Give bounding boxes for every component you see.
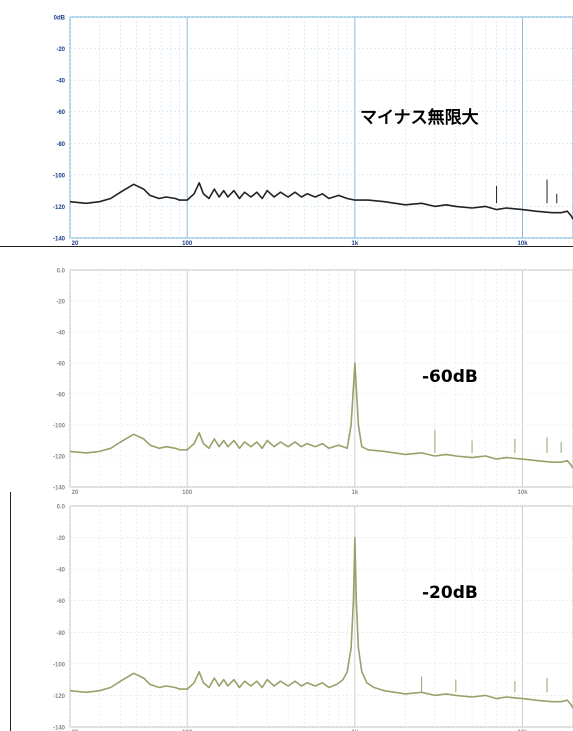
chart-panel-2: 0.0 -20 -40 -60 -80 -100 -120 -140 20 100 1k 10k -60…	[53, 269, 573, 496]
y-tick-label: 0dB	[54, 16, 66, 22]
y-tick-label: -120	[53, 205, 66, 211]
y-tick-label: -60	[56, 599, 65, 605]
chart-panel-1: 0dB -20 -40 -60 -80 -100 -120 -140 20 100 1k 10k マイナ…	[53, 16, 573, 247]
x-tick-label: 1k	[352, 241, 359, 247]
y-tick-label: 0.0	[57, 505, 66, 511]
y-tick-label: -80	[56, 631, 65, 637]
spectrum-line	[69, 362, 573, 469]
y-tick-label: -60	[56, 110, 65, 116]
chart-title: -60dB	[422, 367, 478, 387]
x-tick-label: 20	[72, 241, 79, 247]
x-tick-label: 10k	[518, 241, 529, 247]
x-tick-label: 20	[72, 490, 79, 496]
y-tick-label: -140	[53, 726, 66, 731]
y-tick-label: -120	[53, 455, 66, 461]
y-tick-label: -140	[53, 237, 66, 243]
y-tick-label: -120	[53, 694, 66, 700]
x-tick-label: 10k	[518, 490, 529, 496]
chart-title: -20dB	[422, 583, 478, 603]
chart-panel-3: 0.0-20-40-60-80-100-120-140201001k10k-20…	[53, 505, 573, 731]
plot-frame	[69, 16, 573, 239]
x-tick-label: 100	[182, 490, 193, 496]
y-tick-label: -80	[56, 142, 65, 148]
y-tick-label: -40	[56, 331, 65, 337]
y-tick-label: -40	[56, 79, 65, 85]
y-tick-label: 0.0	[57, 269, 66, 275]
y-tick-label: -20	[56, 47, 65, 53]
x-tick-label: 100	[182, 241, 193, 247]
y-tick-label: -140	[53, 486, 66, 492]
chart-title: マイナス無限大	[360, 107, 479, 128]
y-tick-label: -100	[53, 173, 66, 179]
y-tick-label: -20	[56, 300, 65, 306]
y-tick-label: -80	[56, 393, 65, 399]
y-tick-label: -60	[56, 362, 65, 368]
x-tick-label: 1k	[352, 490, 359, 496]
left-margin-line	[10, 492, 11, 731]
y-tick-label: -40	[56, 568, 65, 574]
y-tick-label: -20	[56, 536, 65, 542]
plot-frame	[69, 505, 573, 728]
y-tick-label: -100	[53, 662, 66, 668]
spectrum-line	[69, 182, 573, 220]
separator-line	[0, 246, 573, 247]
spectrum-line	[69, 536, 573, 709]
plot-frame	[69, 269, 573, 488]
y-tick-label: -100	[53, 424, 66, 430]
